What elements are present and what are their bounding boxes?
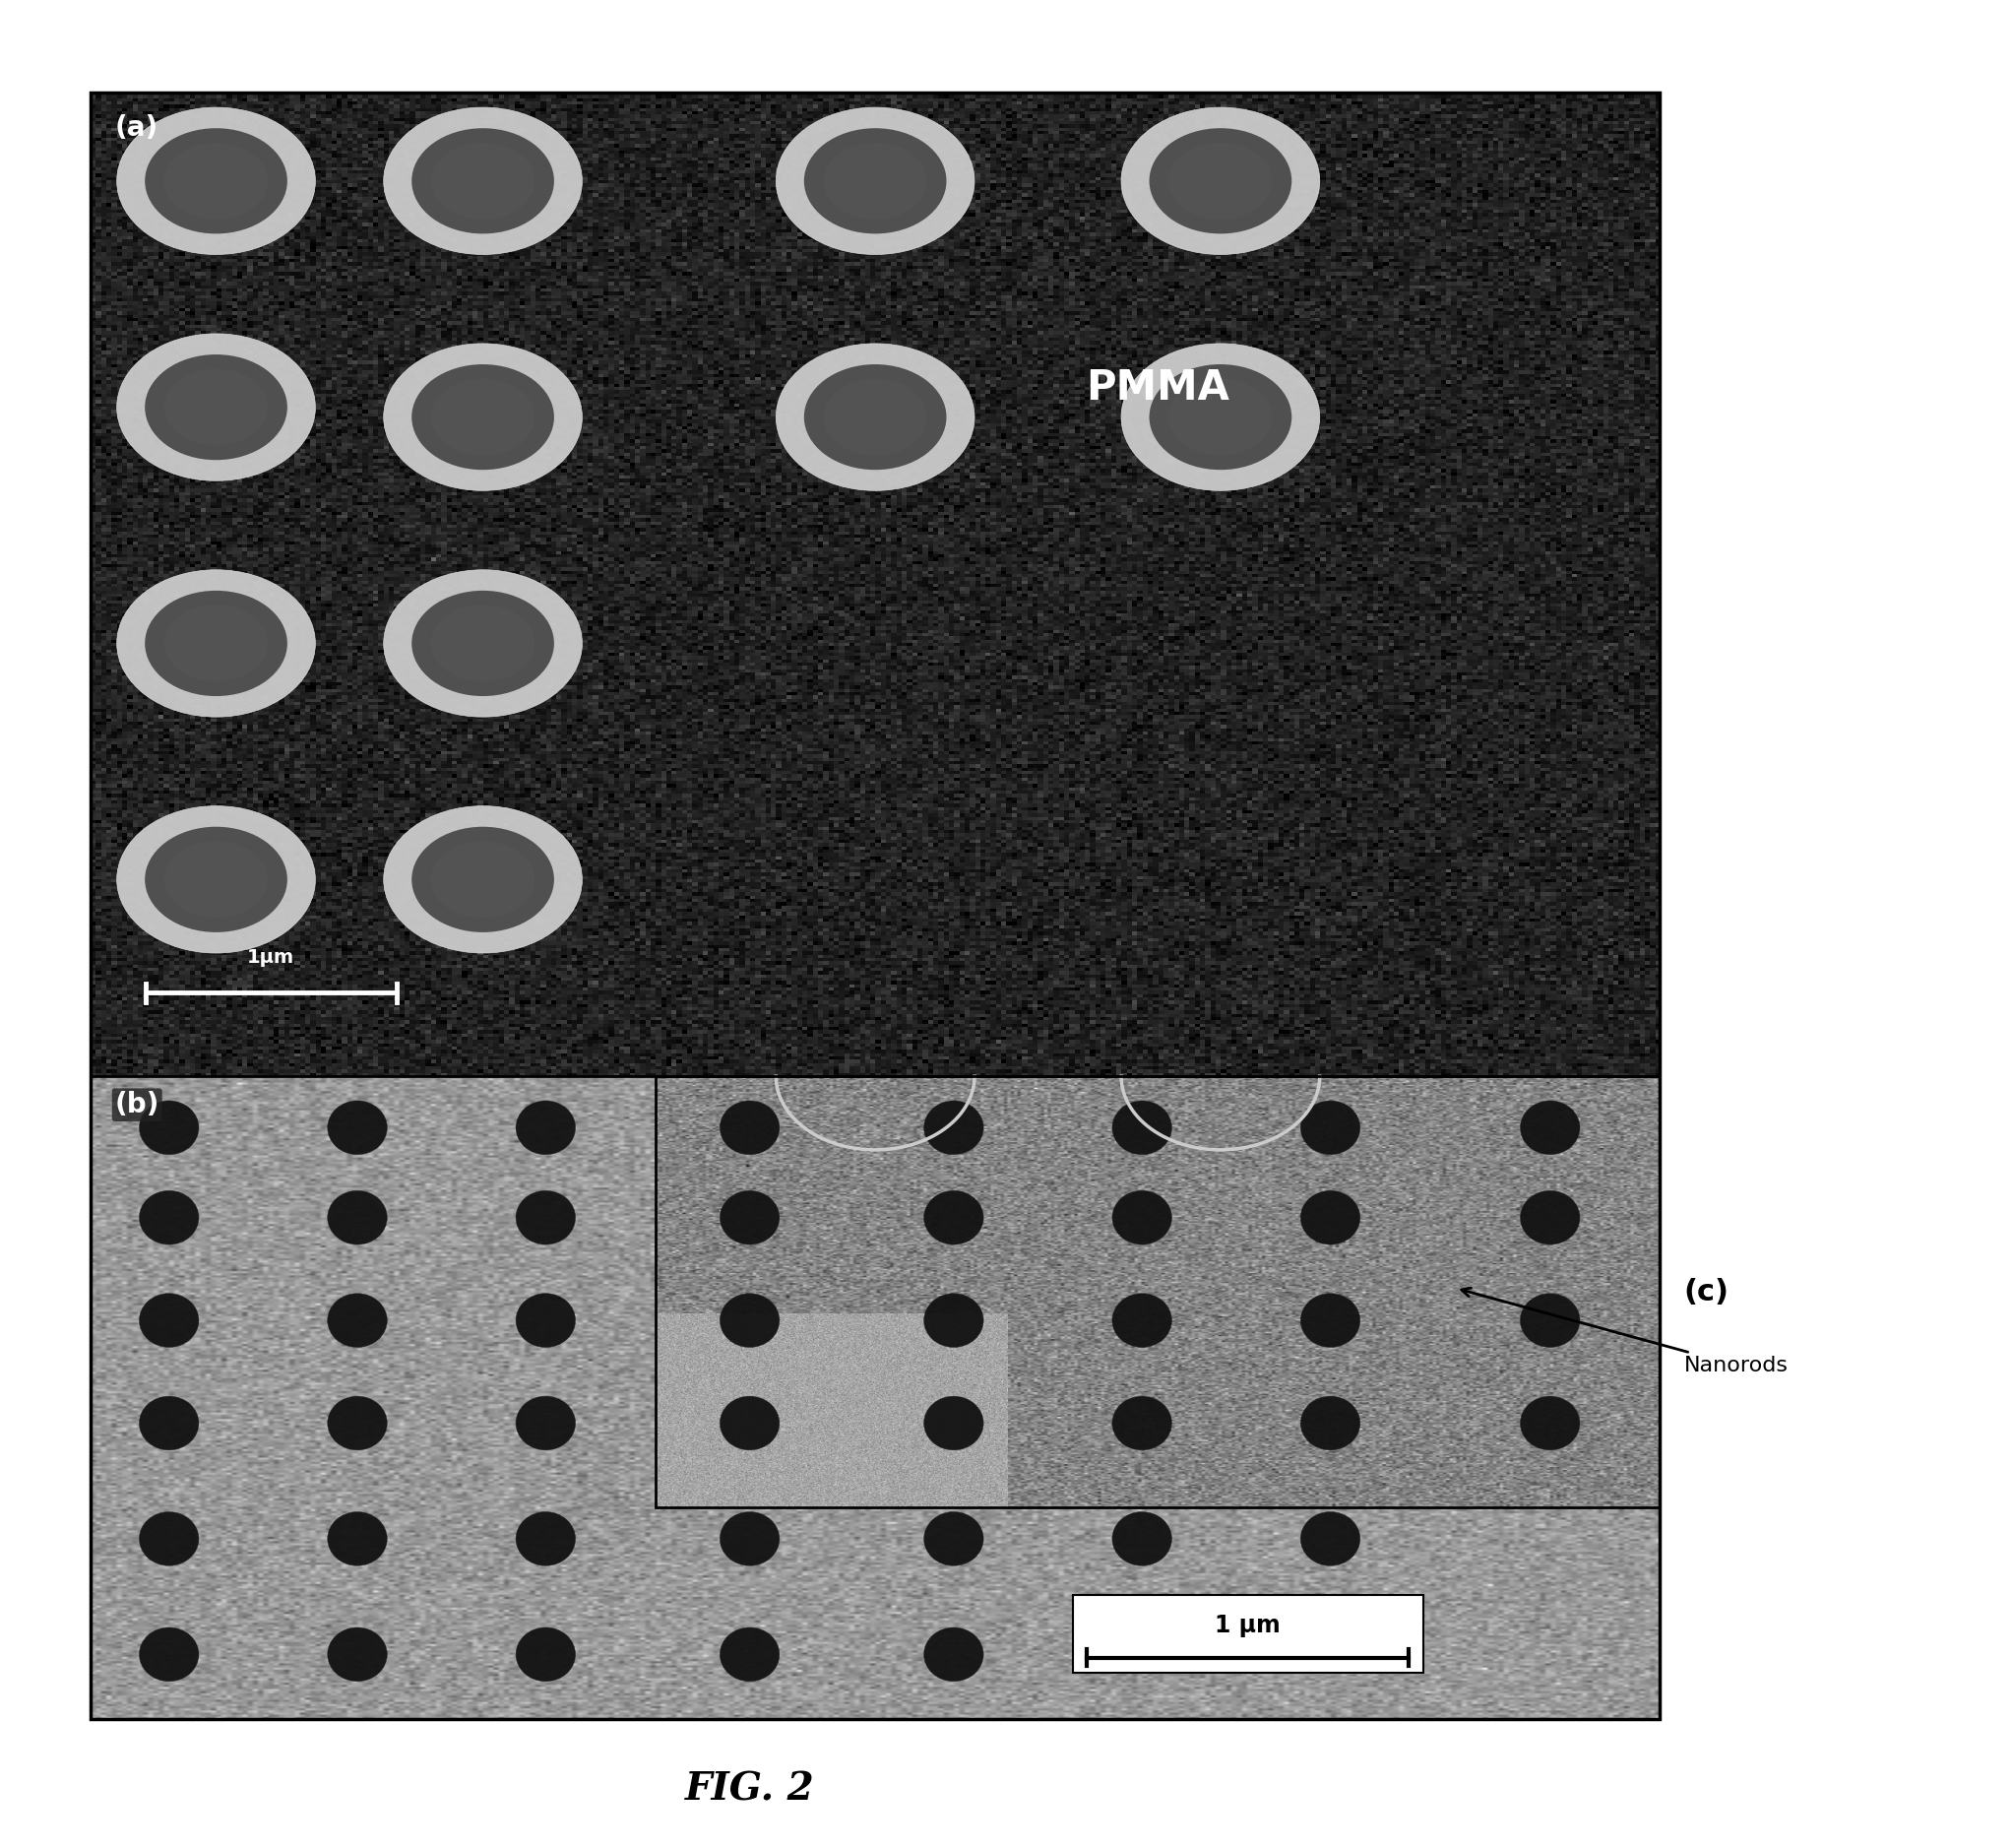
Ellipse shape	[139, 1397, 199, 1451]
Ellipse shape	[165, 370, 268, 445]
Ellipse shape	[1521, 1294, 1579, 1347]
Ellipse shape	[823, 379, 928, 455]
Text: FIG. 2: FIG. 2	[684, 1770, 815, 1809]
Text: 1μm: 1μm	[247, 948, 294, 967]
Ellipse shape	[805, 364, 946, 469]
Ellipse shape	[1300, 1397, 1360, 1451]
Ellipse shape	[515, 1512, 575, 1565]
Ellipse shape	[165, 142, 268, 220]
Ellipse shape	[515, 1190, 575, 1244]
Ellipse shape	[823, 142, 928, 220]
Ellipse shape	[720, 1101, 779, 1155]
Ellipse shape	[139, 1101, 199, 1155]
Text: (c): (c)	[1684, 1277, 1730, 1307]
Ellipse shape	[431, 379, 535, 455]
Ellipse shape	[515, 1628, 575, 1682]
Ellipse shape	[328, 1101, 386, 1155]
Ellipse shape	[777, 107, 974, 255]
Ellipse shape	[924, 1397, 984, 1451]
Ellipse shape	[1149, 364, 1292, 469]
Ellipse shape	[145, 826, 288, 931]
Ellipse shape	[384, 107, 581, 255]
Ellipse shape	[1113, 1397, 1171, 1451]
Ellipse shape	[1169, 142, 1272, 220]
Ellipse shape	[431, 142, 535, 220]
Ellipse shape	[720, 1397, 779, 1451]
Ellipse shape	[1521, 1397, 1579, 1451]
Text: (a): (a)	[115, 115, 159, 142]
Ellipse shape	[384, 344, 581, 490]
Ellipse shape	[139, 1512, 199, 1565]
Ellipse shape	[720, 1190, 779, 1244]
Ellipse shape	[1113, 1294, 1171, 1347]
Text: (b): (b)	[115, 1090, 159, 1118]
Ellipse shape	[1300, 1190, 1360, 1244]
Ellipse shape	[328, 1397, 386, 1451]
Ellipse shape	[924, 1294, 984, 1347]
Bar	[91, 92, 1660, 1719]
Text: PMMA: PMMA	[1086, 368, 1229, 408]
FancyBboxPatch shape	[1072, 1595, 1422, 1672]
Ellipse shape	[1149, 128, 1292, 233]
Ellipse shape	[165, 841, 268, 918]
Ellipse shape	[1113, 1190, 1171, 1244]
Ellipse shape	[412, 591, 553, 697]
Ellipse shape	[515, 1101, 575, 1155]
Ellipse shape	[1169, 379, 1272, 455]
Ellipse shape	[145, 591, 288, 697]
Ellipse shape	[117, 569, 316, 717]
Ellipse shape	[924, 1101, 984, 1155]
Ellipse shape	[720, 1294, 779, 1347]
Ellipse shape	[777, 344, 974, 490]
Text: Nanorods: Nanorods	[1461, 1288, 1789, 1375]
Ellipse shape	[1300, 1512, 1360, 1565]
Ellipse shape	[1521, 1101, 1579, 1155]
Ellipse shape	[412, 128, 553, 233]
Ellipse shape	[431, 604, 535, 682]
Ellipse shape	[328, 1294, 386, 1347]
Ellipse shape	[117, 334, 316, 480]
Ellipse shape	[328, 1512, 386, 1565]
Ellipse shape	[720, 1512, 779, 1565]
Bar	[656, 1076, 1660, 1508]
Ellipse shape	[924, 1512, 984, 1565]
Ellipse shape	[1121, 344, 1320, 490]
Ellipse shape	[515, 1397, 575, 1451]
Ellipse shape	[1121, 107, 1320, 255]
Ellipse shape	[1300, 1294, 1360, 1347]
Ellipse shape	[117, 806, 316, 954]
Ellipse shape	[139, 1190, 199, 1244]
Ellipse shape	[328, 1190, 386, 1244]
Ellipse shape	[145, 128, 288, 233]
Ellipse shape	[384, 569, 581, 717]
Ellipse shape	[924, 1628, 984, 1682]
Ellipse shape	[412, 826, 553, 931]
Ellipse shape	[805, 128, 946, 233]
Ellipse shape	[720, 1628, 779, 1682]
Ellipse shape	[139, 1628, 199, 1682]
Ellipse shape	[412, 364, 553, 469]
Ellipse shape	[384, 806, 581, 954]
Ellipse shape	[924, 1190, 984, 1244]
Ellipse shape	[117, 107, 316, 255]
Ellipse shape	[431, 841, 535, 918]
Ellipse shape	[165, 604, 268, 682]
Ellipse shape	[1113, 1512, 1171, 1565]
Ellipse shape	[145, 355, 288, 460]
Ellipse shape	[515, 1294, 575, 1347]
Ellipse shape	[1113, 1101, 1171, 1155]
Ellipse shape	[328, 1628, 386, 1682]
Text: 1 μm: 1 μm	[1215, 1613, 1282, 1637]
Ellipse shape	[1300, 1101, 1360, 1155]
Ellipse shape	[1521, 1190, 1579, 1244]
Ellipse shape	[139, 1294, 199, 1347]
